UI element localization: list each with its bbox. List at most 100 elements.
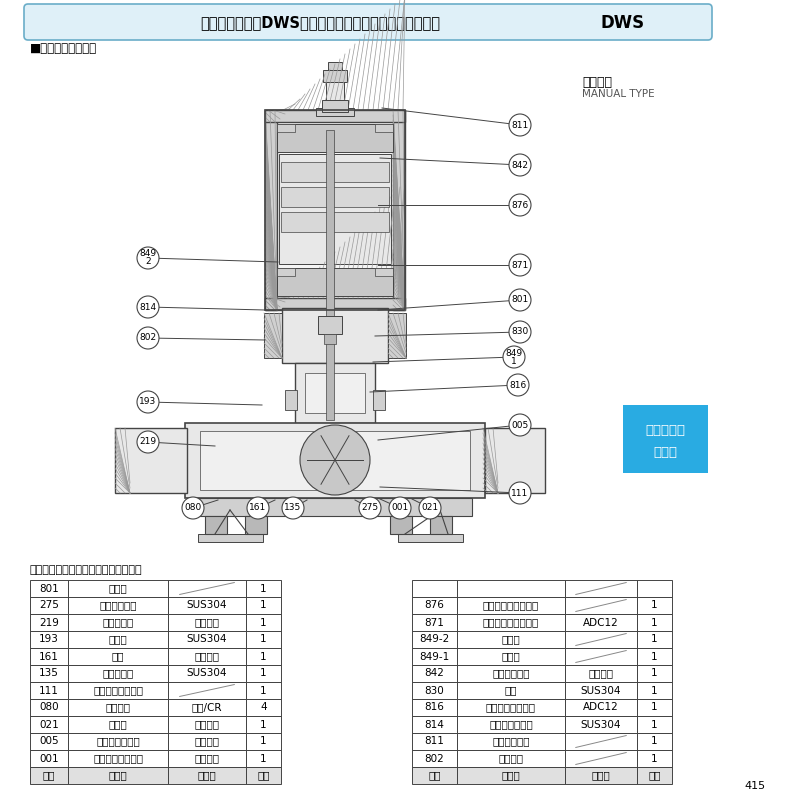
Bar [565, 648, 637, 665]
Bar [326, 130, 334, 420]
Bar [412, 580, 457, 597]
Bar [565, 767, 637, 784]
Text: 1: 1 [260, 669, 267, 678]
Bar [168, 716, 246, 733]
Bar [412, 733, 457, 750]
Bar [30, 699, 68, 716]
Bar [168, 767, 246, 784]
Bar [68, 597, 168, 614]
Bar [30, 648, 68, 665]
Bar [68, 648, 168, 665]
Text: 1: 1 [651, 702, 658, 713]
Bar [457, 682, 565, 699]
Bar [565, 733, 637, 750]
Bar [412, 699, 457, 716]
Bar [281, 162, 389, 182]
Bar [412, 767, 672, 784]
Text: ADC12: ADC12 [583, 618, 619, 627]
Bar [565, 699, 637, 716]
Text: 1: 1 [260, 719, 267, 730]
Bar [318, 316, 342, 334]
Text: 2: 2 [145, 258, 151, 266]
Text: 玉軸受: 玉軸受 [502, 634, 520, 645]
Text: 材　料: 材 料 [592, 770, 610, 781]
Bar [412, 597, 457, 614]
Circle shape [137, 327, 159, 349]
Text: 負荷側ブラケット: 負荷側ブラケット [486, 702, 536, 713]
Bar [30, 767, 68, 784]
Text: 1: 1 [260, 651, 267, 662]
Text: ポンプ脚: ポンプ脚 [106, 702, 130, 713]
Text: 4: 4 [260, 702, 267, 713]
Bar [68, 682, 168, 699]
Text: 871: 871 [425, 618, 445, 627]
Text: SUS304: SUS304 [186, 669, 227, 678]
Text: 【ダーウィン】DWS型樹脂製汚水・雑排水用水中ポンプ: 【ダーウィン】DWS型樹脂製汚水・雑排水用水中ポンプ [200, 15, 440, 30]
Bar [277, 122, 393, 298]
Bar [430, 516, 452, 534]
Bar [68, 716, 168, 733]
Text: SUS304: SUS304 [581, 719, 622, 730]
Bar [246, 699, 281, 716]
Text: 1: 1 [511, 357, 517, 366]
Bar [637, 648, 672, 665]
Bar [68, 665, 168, 682]
Text: 135: 135 [39, 669, 59, 678]
Text: 1: 1 [651, 754, 658, 763]
Bar [30, 716, 68, 733]
Text: 羽根車ボルト: 羽根車ボルト [99, 601, 137, 610]
Bar [265, 110, 405, 310]
Text: 871: 871 [511, 261, 529, 270]
Text: 275: 275 [39, 601, 59, 610]
Circle shape [509, 289, 531, 311]
Bar [637, 614, 672, 631]
Bar [246, 767, 281, 784]
Circle shape [419, 497, 441, 519]
Text: 注）主軸材料はポンプ側を示します。: 注）主軸材料はポンプ側を示します。 [30, 565, 142, 575]
Text: 801: 801 [511, 295, 529, 305]
Circle shape [509, 414, 531, 436]
Bar [375, 124, 393, 132]
Text: ADC12: ADC12 [583, 702, 619, 713]
Bar [246, 733, 281, 750]
Text: 001: 001 [39, 754, 59, 763]
Bar [457, 733, 565, 750]
Text: 羽根車: 羽根車 [109, 719, 127, 730]
Text: 802: 802 [425, 754, 444, 763]
Bar [637, 682, 672, 699]
Text: 811: 811 [425, 737, 445, 746]
Text: 816: 816 [510, 381, 526, 390]
Text: 部品名: 部品名 [502, 770, 520, 781]
Bar [637, 716, 672, 733]
Bar [565, 580, 637, 597]
Text: 080: 080 [184, 503, 202, 513]
Circle shape [137, 296, 159, 318]
Bar [168, 597, 246, 614]
Bar [246, 580, 281, 597]
Bar [457, 716, 565, 733]
Text: 849: 849 [139, 250, 157, 258]
Text: 802: 802 [139, 334, 157, 342]
Text: メカニカルシール: メカニカルシール [93, 686, 143, 695]
Bar [565, 597, 637, 614]
Bar [30, 682, 68, 699]
Circle shape [509, 154, 531, 176]
Text: 合成樹脂: 合成樹脂 [194, 719, 219, 730]
Text: 1: 1 [651, 634, 658, 645]
Bar [265, 298, 405, 310]
Bar [281, 212, 389, 232]
Text: 主軸: 主軸 [505, 686, 518, 695]
Bar [277, 268, 295, 276]
Bar [323, 70, 347, 82]
Bar [30, 580, 68, 597]
Text: 1: 1 [651, 669, 658, 678]
Bar [485, 428, 545, 493]
Text: 番号: 番号 [428, 770, 441, 781]
Bar [168, 733, 246, 750]
Text: 001: 001 [391, 503, 409, 513]
Bar [316, 108, 354, 116]
Bar [457, 597, 565, 614]
Circle shape [509, 321, 531, 343]
Bar [168, 699, 246, 716]
Text: 193: 193 [39, 634, 59, 645]
